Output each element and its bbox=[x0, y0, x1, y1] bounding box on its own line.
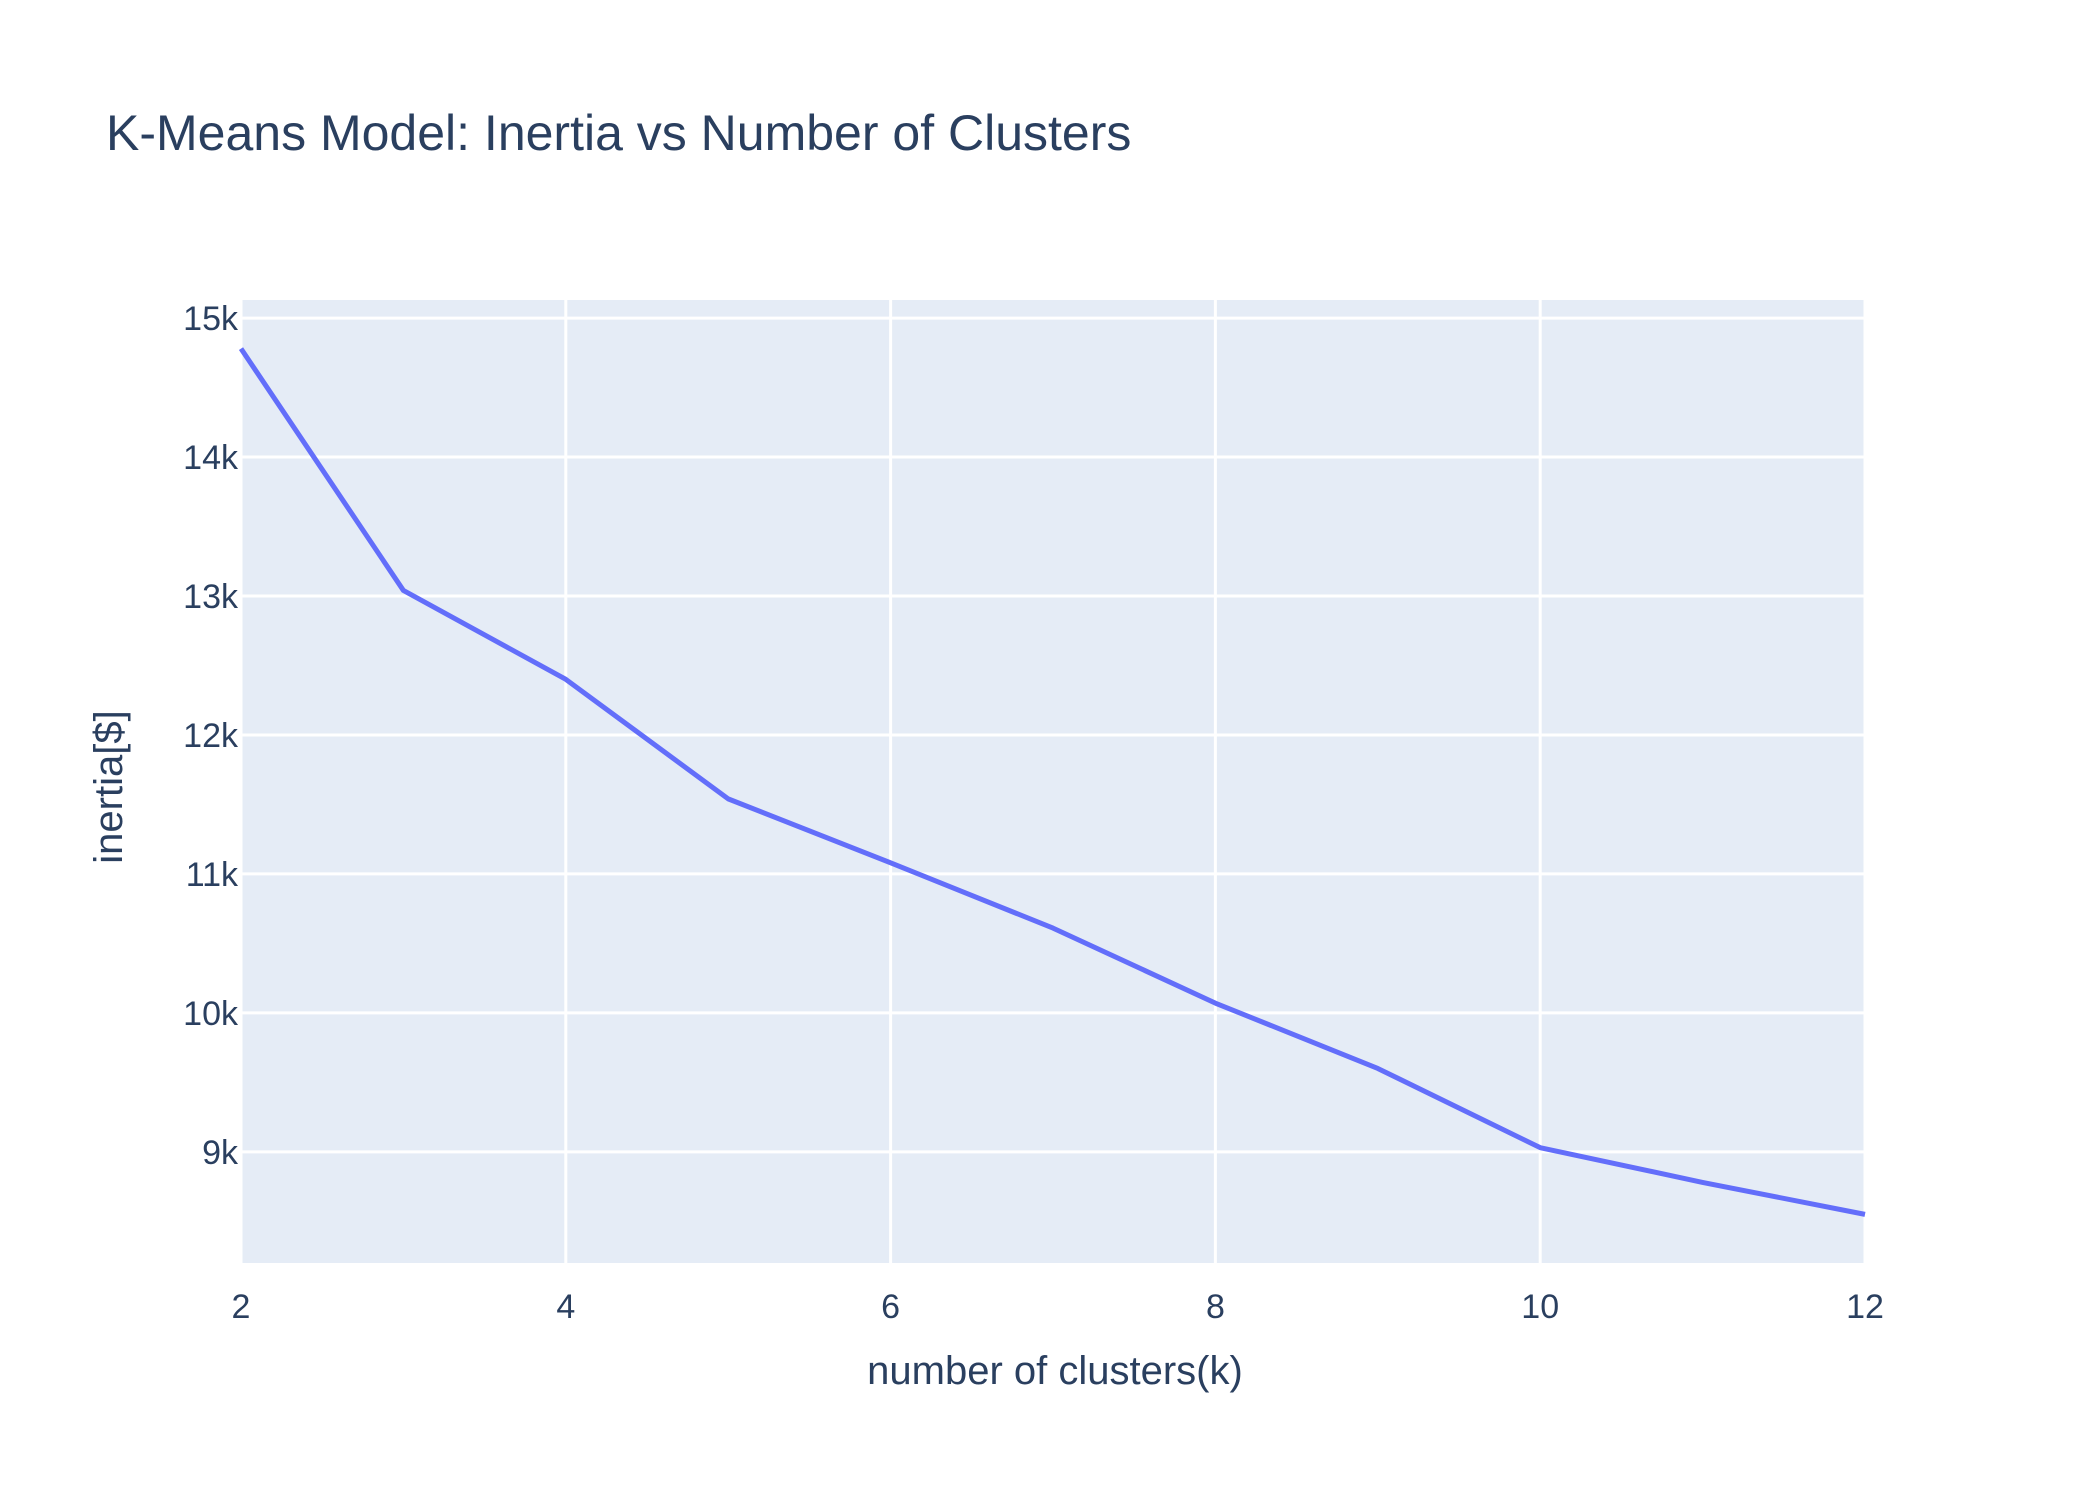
grid bbox=[239, 300, 1867, 1263]
series-line-1 bbox=[238, 347, 1866, 1217]
chart-title: K-Means Model: Inertia vs Number of Clus… bbox=[106, 105, 1131, 161]
y-axis-ticks: 9k 10k 11k 12k 13k 14k 15k bbox=[183, 300, 239, 1172]
data-point-k7 bbox=[1050, 925, 1056, 931]
data-point-k10 bbox=[1537, 1145, 1543, 1151]
data-point-k9 bbox=[1375, 1065, 1381, 1071]
x-tick-label: 10 bbox=[1521, 1288, 1559, 1326]
x-tick-label: 8 bbox=[1206, 1288, 1225, 1326]
y-axis-title: inertia[$] bbox=[87, 710, 131, 863]
y-tick-label: 14k bbox=[183, 439, 239, 477]
x-tick-label: 12 bbox=[1846, 1288, 1884, 1326]
x-tick-label: 4 bbox=[556, 1288, 575, 1326]
data-point-k11 bbox=[1700, 1179, 1706, 1185]
x-axis-title: number of clusters(k) bbox=[867, 1349, 1243, 1393]
y-tick-label: 11k bbox=[186, 856, 239, 894]
data-point-k2 bbox=[238, 346, 244, 352]
data-point-k3 bbox=[400, 587, 406, 593]
y-tick-label: 9k bbox=[202, 1134, 239, 1172]
x-tick-label: 2 bbox=[232, 1288, 251, 1326]
series-layer bbox=[238, 346, 1868, 1217]
y-tick-label: 12k bbox=[183, 717, 239, 755]
y-tick-label: 15k bbox=[183, 300, 239, 338]
data-point-k6 bbox=[888, 860, 894, 866]
data-point-k8 bbox=[1212, 1000, 1218, 1006]
y-tick-label: 13k bbox=[183, 578, 239, 616]
x-tick-label: 6 bbox=[881, 1288, 900, 1326]
y-tick-label: 10k bbox=[183, 995, 239, 1033]
data-point-k4 bbox=[563, 676, 569, 682]
data-point-k5 bbox=[725, 796, 731, 802]
x-axis-ticks: 2 4 6 8 10 12 bbox=[232, 1288, 1884, 1326]
data-point-k12 bbox=[1862, 1211, 1868, 1217]
plot-area bbox=[241, 300, 1865, 1263]
